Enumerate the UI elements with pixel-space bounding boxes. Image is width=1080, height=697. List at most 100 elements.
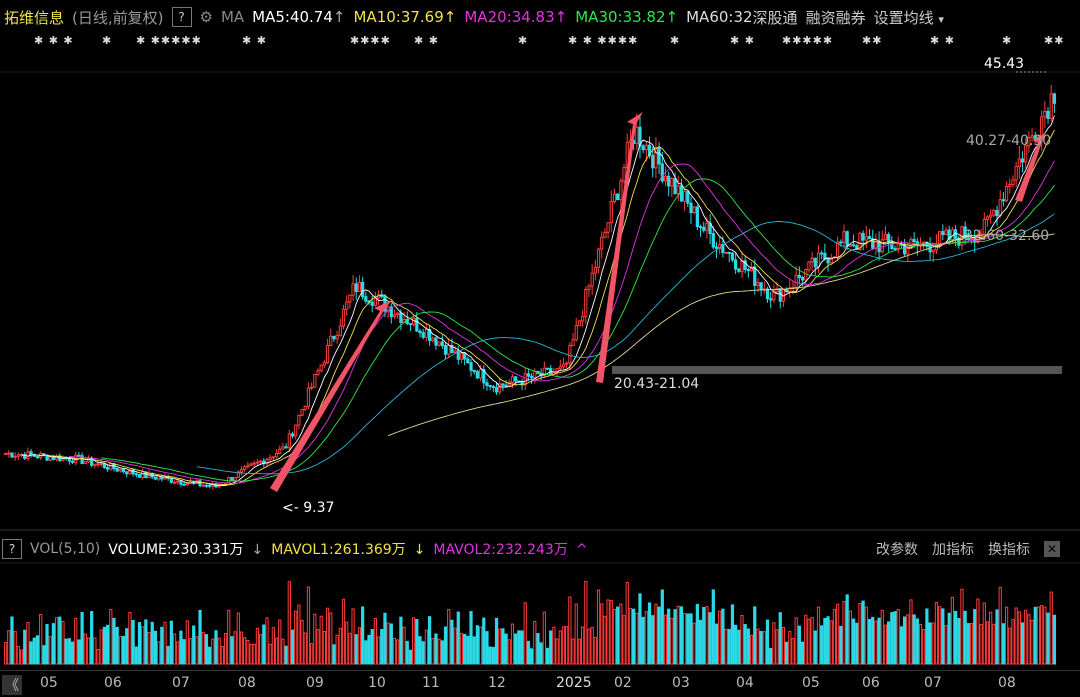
up-arrow-icon: ↑ [554, 8, 568, 26]
event-mark[interactable]: ✱ [1002, 34, 1013, 47]
candle [609, 201, 613, 224]
volume-bar [651, 615, 655, 665]
candle [616, 193, 620, 201]
gear-icon[interactable]: ⚙ [199, 8, 213, 26]
axis-label: 10 [368, 675, 386, 691]
candle [412, 317, 416, 325]
volume-bar [176, 641, 180, 665]
candle [294, 424, 298, 437]
event-mark[interactable]: ✱ ✱ ✱ [34, 34, 74, 47]
candle [928, 245, 932, 253]
volume-bar [290, 629, 295, 665]
volume-bar [571, 638, 575, 665]
rzrq-link[interactable]: 融资融券 [805, 8, 866, 27]
event-mark[interactable]: ✱ ✱ [930, 34, 955, 47]
volume-bar [883, 624, 888, 665]
volume-bar [431, 638, 435, 665]
add-indicator-button[interactable]: 加指标 [932, 542, 974, 558]
volume-bar [529, 648, 534, 665]
candle [804, 269, 808, 281]
volume-bar [211, 638, 215, 665]
volume-bar [880, 609, 884, 665]
volume-bar [743, 624, 747, 665]
price-volume-chart[interactable] [0, 0, 1080, 670]
candle [526, 373, 531, 377]
candle [83, 461, 87, 465]
ma-line [69, 160, 1055, 484]
volume-bar [893, 611, 897, 665]
candle [867, 236, 872, 240]
volume-bar [201, 631, 205, 665]
candle [341, 308, 346, 327]
help-button[interactable]: ? [171, 7, 192, 27]
close-icon[interactable]: ✕ [1044, 541, 1060, 557]
volume-bar [555, 638, 559, 665]
vol-help-button[interactable]: ? [2, 539, 22, 559]
time-axis: 《 05 06 07 08 09 10 11 12 2025 02 03 04 … [0, 670, 1080, 697]
candle [941, 231, 945, 235]
event-mark[interactable]: ✱ ✱ [414, 34, 439, 47]
volume-bar [781, 626, 786, 665]
volume-bar [692, 622, 696, 665]
event-mark[interactable]: ✱ ✱ ✱✱✱✱ [568, 34, 639, 47]
volume-bar [300, 619, 304, 665]
candle [141, 471, 145, 478]
event-mark[interactable]: ✱✱✱✱✱ [782, 34, 834, 47]
candle [271, 456, 275, 459]
zone-top-label: 40.27-40.30 [966, 133, 1052, 149]
event-mark[interactable]: ✱✱ [862, 34, 883, 47]
volume-bar [765, 619, 770, 665]
sgt-link[interactable]: 深股通 [752, 8, 798, 27]
candle [740, 260, 744, 272]
volume-bar [284, 645, 288, 665]
candle [396, 312, 400, 316]
event-mark[interactable]: ✱ ✱ [730, 34, 755, 47]
volume-bar [141, 626, 145, 665]
volume-bar [109, 608, 113, 665]
volume-bar [361, 606, 365, 665]
candle [600, 236, 604, 250]
candle [415, 317, 419, 332]
volume-bar [912, 614, 916, 665]
settings-ma-button[interactable]: 设置均线 ▾ [873, 8, 944, 27]
candle [259, 460, 263, 463]
event-mark[interactable]: ✱✱✱✱ [350, 34, 391, 47]
event-mark[interactable]: ✱ ✱ [242, 34, 267, 47]
event-mark[interactable]: ✱✱ [1044, 34, 1065, 47]
volume-bar [851, 618, 856, 665]
candle [944, 229, 948, 235]
candle [274, 453, 279, 458]
volume-bar [319, 615, 323, 665]
volume-bar [797, 625, 801, 665]
volume-bar [1024, 609, 1028, 665]
volume-bar [957, 618, 961, 665]
stock-name[interactable]: 拓维信息 [4, 8, 65, 27]
volume-bar [721, 608, 725, 665]
switch-indicator-button[interactable]: 换指标 [988, 542, 1030, 558]
high-price-label: 45.43 [984, 56, 1025, 72]
candle [35, 455, 40, 459]
axis-label: 04 [736, 675, 754, 691]
volume-bar [507, 639, 511, 665]
event-mark[interactable]: ✱ [670, 34, 681, 47]
volume-bar [698, 619, 703, 665]
volume-bar [192, 625, 196, 665]
scroll-left-button[interactable]: 《 [2, 675, 22, 695]
volume-bar [182, 639, 186, 665]
event-mark[interactable]: ✱ ✱✱✱✱✱ [136, 34, 202, 47]
candle [896, 243, 900, 250]
change-params-button[interactable]: 改参数 [876, 542, 918, 558]
volume-bar [204, 634, 209, 665]
volume-bar [928, 622, 932, 665]
event-mark[interactable]: ✱ [102, 34, 113, 47]
volume-bar [80, 611, 84, 665]
volume-bar [724, 628, 728, 665]
candle [236, 471, 240, 478]
volume-bar [922, 629, 926, 665]
volume-bar [622, 615, 626, 665]
volume-bar [536, 633, 540, 665]
candle [239, 468, 244, 473]
event-mark[interactable]: ✱ [518, 34, 529, 47]
candle [912, 239, 916, 243]
volume-bar [208, 646, 212, 665]
